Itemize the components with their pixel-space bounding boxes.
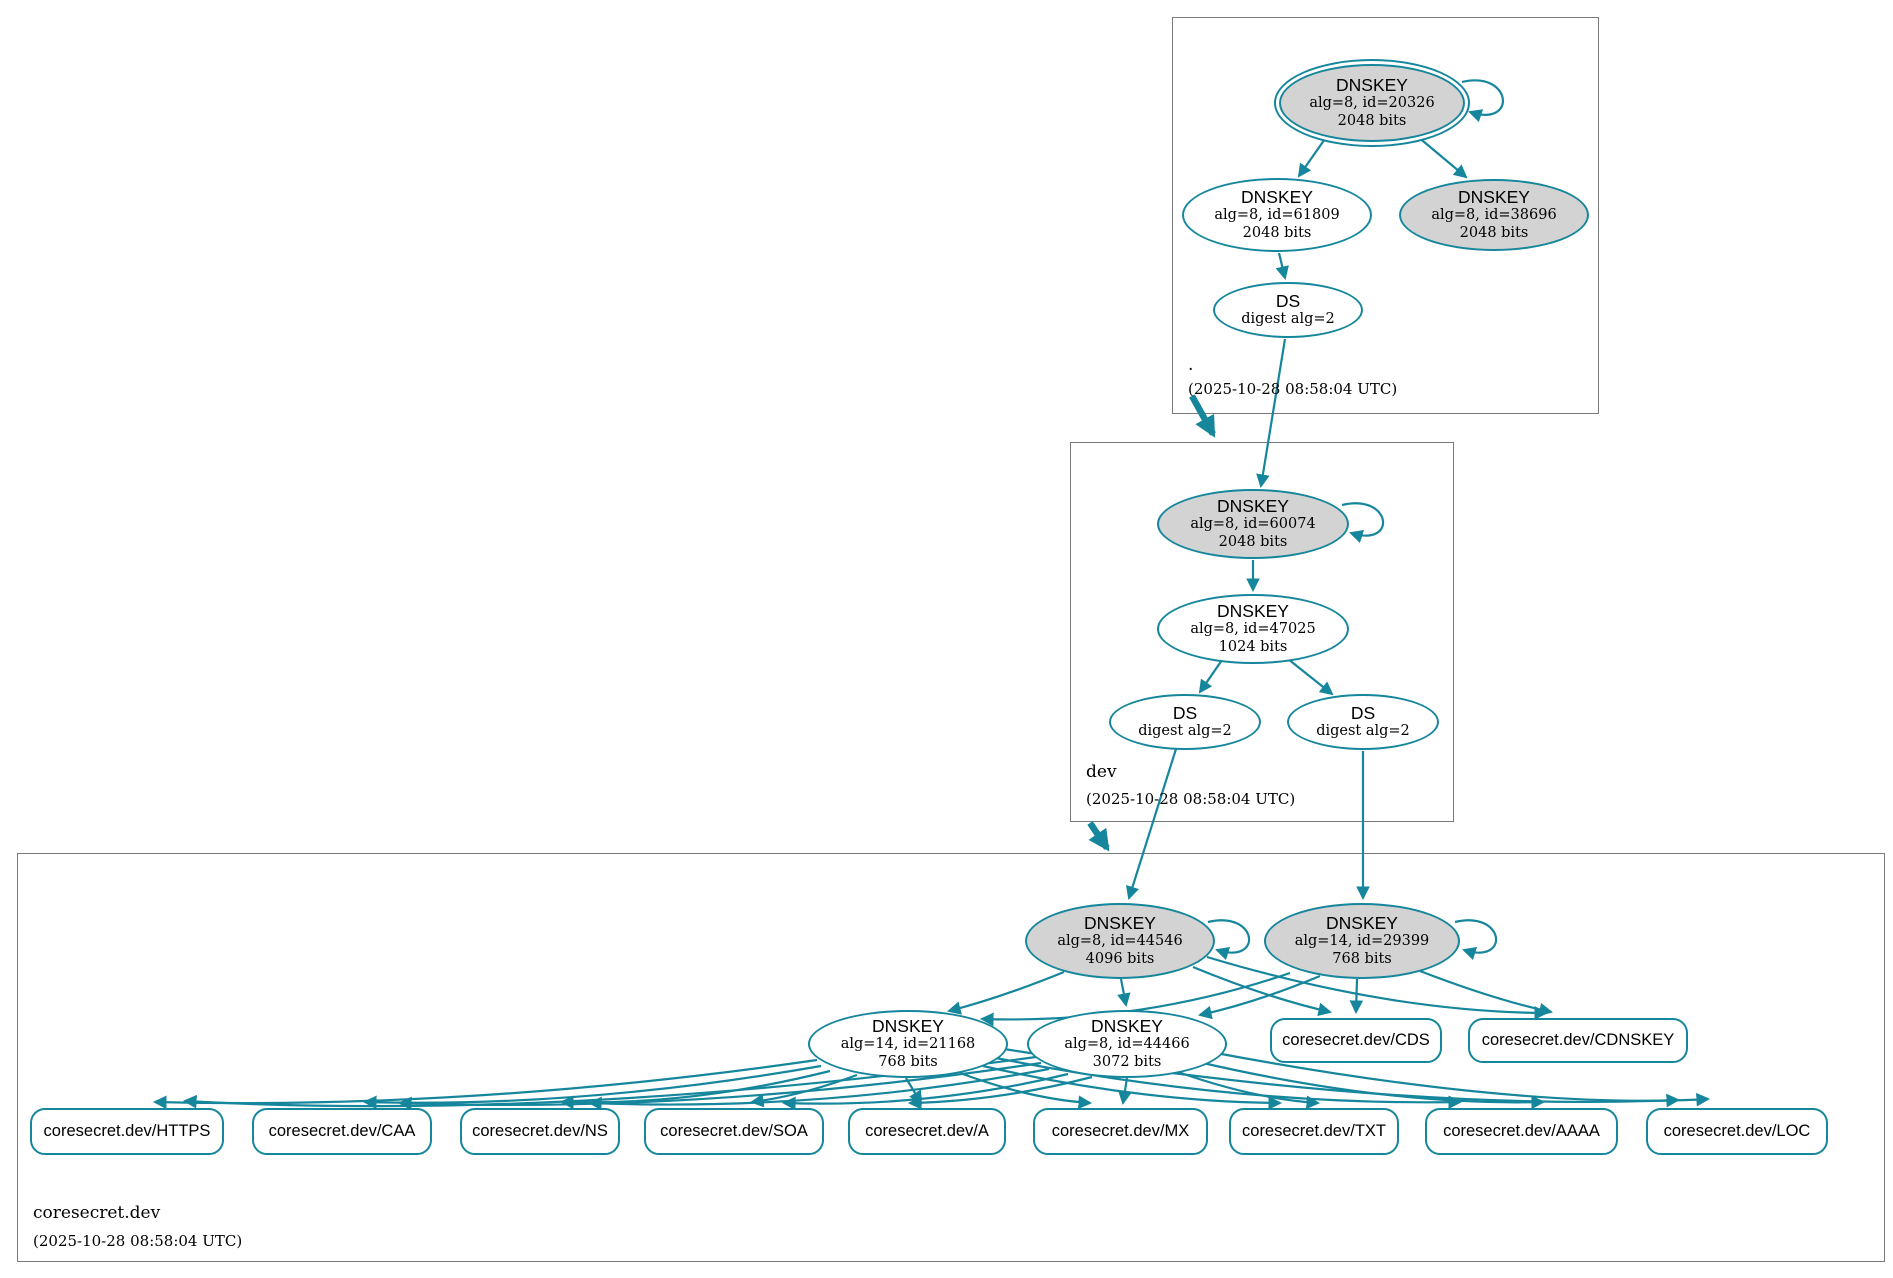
dnskey-alg-id: alg=8, id=60074 — [1190, 516, 1316, 533]
ds-type: DS — [1275, 291, 1301, 312]
zone-label-root: . — [1188, 355, 1194, 375]
dnskey-20326-trust-anchor[interactable]: DNSKEY alg=8, id=20326 2048 bits — [1274, 59, 1470, 147]
rrset-soa[interactable]: coresecret.dev/SOA — [644, 1108, 824, 1155]
dnskey-bits: 1024 bits — [1218, 639, 1288, 656]
dnskey-alg-id: alg=8, id=20326 — [1309, 95, 1435, 112]
rrset-https[interactable]: coresecret.dev/HTTPS — [30, 1108, 224, 1155]
zone-timestamp-dev: (2025-10-28 08:58:04 UTC) — [1086, 790, 1296, 808]
ds-digest: digest alg=2 — [1138, 723, 1232, 740]
dnskey-alg-id: alg=8, id=44466 — [1064, 1036, 1190, 1053]
dnskey-20326-inner: DNSKEY alg=8, id=20326 2048 bits — [1279, 64, 1465, 142]
dnskey-bits: 2048 bits — [1218, 534, 1288, 551]
dnskey-29399[interactable]: DNSKEY alg=14, id=29399 768 bits — [1264, 903, 1460, 979]
rrset-a[interactable]: coresecret.dev/A — [848, 1108, 1006, 1155]
rrset-txt[interactable]: coresecret.dev/TXT — [1229, 1108, 1399, 1155]
rrset-mx[interactable]: coresecret.dev/MX — [1033, 1108, 1208, 1155]
dnskey-44546[interactable]: DNSKEY alg=8, id=44546 4096 bits — [1025, 903, 1215, 979]
ds-type: DS — [1350, 703, 1376, 724]
edge-delegation-dev-to-coresecret — [1087, 821, 1110, 852]
dnskey-alg-id: alg=8, id=47025 — [1190, 621, 1316, 638]
dnskey-bits: 4096 bits — [1085, 951, 1155, 968]
dnskey-bits: 2048 bits — [1337, 113, 1407, 130]
dnskey-type: DNSKEY — [1091, 1016, 1163, 1037]
zone-box-coresecret-dev — [17, 853, 1885, 1262]
dnskey-38696[interactable]: DNSKEY alg=8, id=38696 2048 bits — [1399, 179, 1589, 251]
rrset-loc[interactable]: coresecret.dev/LOC — [1646, 1108, 1828, 1155]
dnskey-61809[interactable]: DNSKEY alg=8, id=61809 2048 bits — [1182, 178, 1372, 252]
zone-timestamp-coresecret-dev: (2025-10-28 08:58:04 UTC) — [33, 1232, 243, 1250]
zone-timestamp-root: (2025-10-28 08:58:04 UTC) — [1188, 380, 1398, 398]
dnskey-type: DNSKEY — [1241, 187, 1313, 208]
dnskey-bits: 3072 bits — [1092, 1054, 1162, 1071]
ds-digest: digest alg=2 — [1241, 311, 1335, 328]
dnskey-bits: 768 bits — [878, 1054, 938, 1071]
ds-type: DS — [1172, 703, 1198, 724]
ds-dev-2[interactable]: DS digest alg=2 — [1287, 694, 1439, 750]
dnskey-type: DNSKEY — [1458, 187, 1530, 208]
dnskey-type: DNSKEY — [1217, 496, 1289, 517]
ds-root[interactable]: DS digest alg=2 — [1213, 282, 1363, 338]
rrset-cds[interactable]: coresecret.dev/CDS — [1270, 1018, 1442, 1063]
dnskey-alg-id: alg=14, id=29399 — [1294, 933, 1430, 950]
zone-label-dev: dev — [1086, 762, 1117, 782]
dnskey-60074[interactable]: DNSKEY alg=8, id=60074 2048 bits — [1157, 489, 1349, 559]
dnskey-47025[interactable]: DNSKEY alg=8, id=47025 1024 bits — [1157, 594, 1349, 664]
rrset-cdnskey[interactable]: coresecret.dev/CDNSKEY — [1468, 1018, 1688, 1063]
dnskey-bits: 2048 bits — [1459, 225, 1529, 242]
dnskey-alg-id: alg=8, id=38696 — [1431, 207, 1557, 224]
dnskey-type: DNSKEY — [1326, 913, 1398, 934]
dnskey-alg-id: alg=8, id=61809 — [1214, 207, 1340, 224]
ds-dev-1[interactable]: DS digest alg=2 — [1109, 694, 1261, 750]
dnskey-alg-id: alg=14, id=21168 — [840, 1036, 976, 1053]
rrset-caa[interactable]: coresecret.dev/CAA — [252, 1108, 432, 1155]
rrset-ns[interactable]: coresecret.dev/NS — [460, 1108, 620, 1155]
dnskey-type: DNSKEY — [1084, 913, 1156, 934]
dnskey-bits: 2048 bits — [1242, 225, 1312, 242]
dnskey-bits: 768 bits — [1332, 951, 1392, 968]
zone-label-coresecret-dev: coresecret.dev — [33, 1203, 161, 1223]
rrset-aaaa[interactable]: coresecret.dev/AAAA — [1425, 1108, 1618, 1155]
dnskey-21168[interactable]: DNSKEY alg=14, id=21168 768 bits — [808, 1010, 1008, 1078]
zone-box-root — [1172, 17, 1599, 414]
dnskey-type: DNSKEY — [872, 1016, 944, 1037]
dnskey-alg-id: alg=8, id=44546 — [1057, 933, 1183, 950]
dnskey-type: DNSKEY — [1336, 75, 1408, 96]
dnskey-44466[interactable]: DNSKEY alg=8, id=44466 3072 bits — [1027, 1010, 1227, 1078]
ds-digest: digest alg=2 — [1316, 723, 1410, 740]
dnskey-type: DNSKEY — [1217, 601, 1289, 622]
